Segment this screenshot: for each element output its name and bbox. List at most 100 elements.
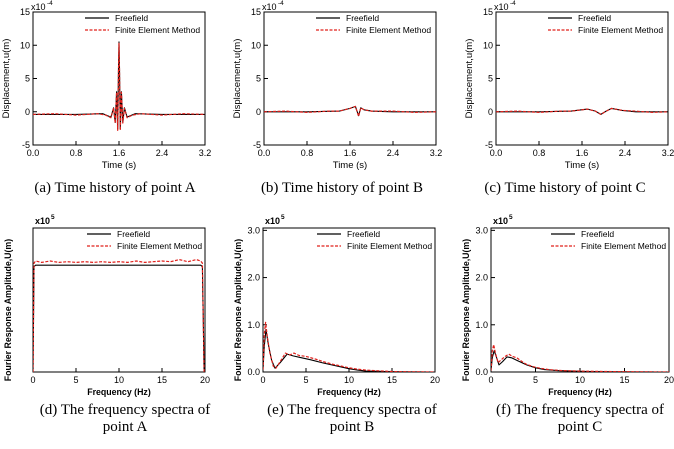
series-line-finite-element-method <box>263 321 435 372</box>
x-tick-label: 2.4 <box>387 148 400 158</box>
legend-label-finite-element-method: Finite Element Method <box>115 25 200 35</box>
y-axis-label: Displacement,u(m) <box>464 39 475 119</box>
panel-caption: point B <box>330 419 375 435</box>
y-axis-label: Fourier Response Amplitude,U(m) <box>233 239 243 381</box>
y-axis-label: Fourier Response Amplitude,U(m) <box>3 239 13 381</box>
x-tick-label: 0.0 <box>490 148 503 158</box>
x-axis-label: Time (s) <box>333 160 367 171</box>
legend-label-freefield: Freefield <box>346 13 379 23</box>
y-tick-label: 3.0 <box>247 225 260 235</box>
chart-panel-b: 0.0 0.8 1.6 2.4 3.2 -5 0 5 10 15 Time (s) Displacem… <box>232 0 442 196</box>
chart-panel-f: 0 5 10 15 20 0.0 1.0 2.0 3.0 Frequency (Hz) Fourie… <box>461 214 674 435</box>
x-tick-label: 10 <box>114 375 124 385</box>
x-tick-label: 2.4 <box>156 148 169 158</box>
series-line-freefield <box>263 328 435 372</box>
y-tick-label: 1.0 <box>475 320 488 330</box>
axis-multiplier-exponent: -4 <box>47 0 53 7</box>
series-line-finite-element-method <box>33 259 205 372</box>
legend-label-freefield: Freefield <box>115 13 148 23</box>
chart-panel-a: 0.0 0.8 1.6 2.4 3.2 -5 0 5 10 15 Time (s) Displacem… <box>1 0 211 196</box>
legend-label-freefield: Freefield <box>581 229 614 239</box>
y-tick-label: 2.0 <box>247 273 260 283</box>
x-axis-label: Time (s) <box>102 160 136 171</box>
y-axis-label: Fourier Response Amplitude,U(m) <box>461 239 471 381</box>
panel-caption: (a) Time history of point A <box>34 180 195 196</box>
series-line-finite-element-method <box>264 105 436 118</box>
chart-panel-c: 0.0 0.8 1.6 2.4 3.2 -5 0 5 10 15 Time (s) Displacem… <box>464 0 674 196</box>
x-tick-label: 3.2 <box>430 148 443 158</box>
y-tick-label: 0 <box>256 107 261 117</box>
legend-label-finite-element-method: Finite Element Method <box>578 25 663 35</box>
x-axis-label: Time (s) <box>565 160 599 171</box>
y-tick-label: 10 <box>20 40 30 50</box>
y-axis-label: Displacement,u(m) <box>232 39 243 119</box>
axis-multiplier: x10 <box>35 216 50 226</box>
y-tick-label: -5 <box>485 140 493 150</box>
x-tick-label: 0.8 <box>70 148 83 158</box>
axis-multiplier: x10 <box>265 216 280 226</box>
x-tick-label: 20 <box>430 375 440 385</box>
axis-multiplier: x10 <box>262 2 277 12</box>
x-tick-label: 3.2 <box>662 148 674 158</box>
y-tick-label: 15 <box>20 7 30 17</box>
y-tick-label: 1.0 <box>247 320 260 330</box>
y-tick-label: 0.0 <box>247 367 260 377</box>
axis-multiplier-exponent: -4 <box>510 0 516 7</box>
x-tick-label: 5 <box>73 375 78 385</box>
legend-label-freefield: Freefield <box>347 229 380 239</box>
y-tick-label: -5 <box>22 140 30 150</box>
panel-caption: (d) The frequency spectra of <box>40 402 210 418</box>
x-tick-label: 20 <box>200 375 210 385</box>
x-axis-label: Frequency (Hz) <box>548 387 612 397</box>
y-tick-label: 15 <box>483 7 493 17</box>
x-tick-label: 10 <box>575 375 585 385</box>
x-tick-label: 0 <box>30 375 35 385</box>
x-tick-label: 0.8 <box>301 148 314 158</box>
y-tick-label: 0 <box>488 107 493 117</box>
x-axis-label: Frequency (Hz) <box>317 387 381 397</box>
x-tick-label: 15 <box>387 375 397 385</box>
panel-caption: (c) Time history of point C <box>484 180 645 196</box>
y-tick-label: 0 <box>25 107 30 117</box>
series-line-finite-element-method <box>33 42 205 131</box>
x-tick-label: 1.6 <box>344 148 357 158</box>
x-tick-label: 15 <box>619 375 629 385</box>
panel-caption: point A <box>103 419 148 435</box>
x-tick-label: 1.6 <box>113 148 126 158</box>
x-tick-label: 15 <box>157 375 167 385</box>
y-tick-label: 0.0 <box>475 367 488 377</box>
x-tick-label: 20 <box>664 375 674 385</box>
series-line-finite-element-method <box>491 344 669 372</box>
x-tick-label: 5 <box>303 375 308 385</box>
legend-label-finite-element-method: Finite Element Method <box>346 25 431 35</box>
x-tick-label: 0 <box>260 375 265 385</box>
y-tick-label: 10 <box>251 40 261 50</box>
y-tick-label: 5 <box>488 74 493 84</box>
y-tick-label: 15 <box>251 7 261 17</box>
x-tick-label: 0.0 <box>258 148 271 158</box>
y-tick-label: 3.0 <box>475 225 488 235</box>
y-tick-label: 5 <box>256 74 261 84</box>
x-tick-label: 10 <box>344 375 354 385</box>
panel-caption: (e) The frequency spectra of <box>267 402 437 418</box>
legend-label-finite-element-method: Finite Element Method <box>581 241 666 251</box>
chart-panel-d: 0 5 10 15 20 Frequency (Hz) Fourier Response A… <box>3 214 210 435</box>
y-tick-label: 10 <box>483 40 493 50</box>
axis-multiplier: x10 <box>493 216 508 226</box>
legend-label-finite-element-method: Finite Element Method <box>117 241 202 251</box>
legend-label-freefield: Freefield <box>117 229 150 239</box>
x-tick-label: 2.4 <box>619 148 632 158</box>
x-tick-label: 0 <box>488 375 493 385</box>
series-line-freefield <box>33 264 205 372</box>
y-axis-label: Displacement,u(m) <box>1 39 12 119</box>
axis-multiplier-exponent: 5 <box>509 214 513 221</box>
panel-caption: (b) Time history of point B <box>261 180 423 196</box>
legend-label-finite-element-method: Finite Element Method <box>347 241 432 251</box>
x-tick-label: 0.0 <box>27 148 40 158</box>
chart-panel-e: 0 5 10 15 20 0.0 1.0 2.0 3.0 Frequency (Hz) Fourie… <box>233 214 440 435</box>
axis-multiplier-exponent: 5 <box>281 214 285 221</box>
axis-multiplier: x10 <box>31 2 46 12</box>
x-tick-label: 0.8 <box>533 148 546 158</box>
y-tick-label: -5 <box>253 140 261 150</box>
